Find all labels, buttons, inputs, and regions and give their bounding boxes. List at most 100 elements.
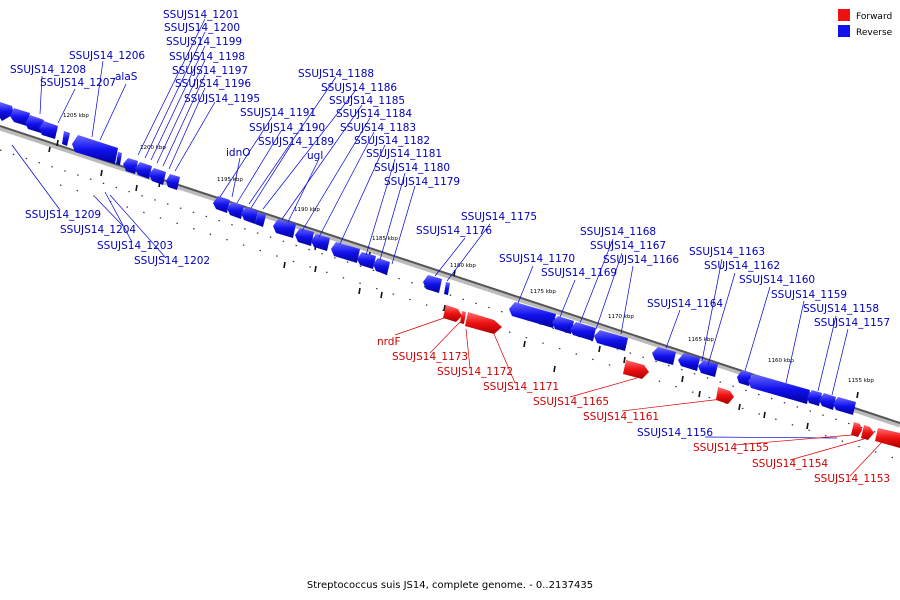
gene-label: SSUJS14_1186 [321, 82, 397, 94]
gene-label: SSUJS14_1206 [69, 50, 145, 62]
gene-arrow [123, 158, 138, 174]
gene-label: SSUJS14_1157 [814, 317, 890, 329]
gene-arrow [311, 234, 330, 251]
gene-arrow [748, 374, 810, 404]
gene-label: SSUJS14_1159 [771, 289, 847, 301]
guide-line-upper [0, 149, 900, 441]
gene-label: SSUJS14_1181 [366, 148, 442, 160]
gene-label: SSUJS14_1209 [25, 209, 101, 221]
gene-label: SSUJS14_1154 [752, 458, 828, 470]
gene-label: SSUJS14_1198 [169, 51, 245, 63]
kbp-ticks: 1205 kbp 1200 kbp 1195 kbp 1190 kbp 1185… [63, 113, 874, 384]
forward-genes [443, 305, 900, 448]
gene-label: SSUJS14_1200 [164, 22, 240, 34]
gene-label: SSUJS14_1203 [97, 240, 173, 252]
gene-label: SSUJS14_1188 [298, 68, 374, 80]
gene-arrow [861, 425, 874, 440]
gene-arrow [62, 131, 70, 146]
tick-label: 1185 kbp [372, 236, 398, 242]
gene-label: SSUJS14_1202 [134, 255, 210, 267]
gene-label: SSUJS14_1160 [739, 274, 815, 286]
gene-label: SSUJS14_1165 [533, 396, 609, 408]
gene-label: SSUJS14_1166 [603, 254, 679, 266]
gene-label: SSUJS14_1155 [693, 442, 769, 454]
gene-arrow [273, 219, 296, 238]
gene-arrow [423, 275, 442, 293]
gene-label: SSUJS14_1153 [814, 473, 890, 485]
gene-arrow [373, 258, 390, 275]
tick-label: 1190 kbp [294, 207, 320, 213]
gene-label: idnO [226, 147, 251, 159]
legend-swatch-reverse [838, 25, 850, 37]
gene-arrow [465, 312, 502, 334]
gene-label: SSUJS14_1158 [803, 303, 879, 315]
tick-label: 1195 kbp [217, 177, 243, 183]
gene-label: ugl [307, 150, 323, 162]
gene-arrow [149, 168, 166, 185]
gene-label: SSUJS14_1208 [10, 64, 86, 76]
gene-label: SSUJS14_1195 [184, 93, 260, 105]
reverse-labels: SSUJS14_1201 SSUJS14_1200 SSUJS14_1199 S… [10, 9, 890, 439]
forward-labels: nrdF SSUJS14_1173 SSUJS14_1172 SSUJS14_1… [377, 336, 890, 485]
reverse-genes [0, 102, 856, 415]
gene-label: SSUJS14_1169 [541, 267, 617, 279]
gene-arrow [295, 228, 314, 246]
gene-arrow [116, 152, 122, 165]
gene-label: SSUJS14_1171 [483, 381, 559, 393]
gene-label: SSUJS14_1199 [166, 36, 242, 48]
gene-arrow [443, 305, 462, 322]
genome-caption: Streptococcus suis JS14, complete genome… [307, 580, 593, 591]
gene-label: SSUJS14_1163 [689, 246, 765, 258]
tick-label: 1180 kbp [450, 263, 476, 269]
gene-arrow [623, 360, 649, 379]
gene-arrow [72, 135, 118, 164]
gene-arrow [833, 397, 856, 415]
gene-arrow [357, 252, 376, 269]
gene-arrow [851, 422, 862, 437]
gene-arrow [444, 282, 450, 295]
gene-label: SSUJS14_1197 [172, 65, 248, 77]
gene-label: SSUJS14_1168 [580, 226, 656, 238]
tick-label: 1175 kbp [530, 289, 556, 295]
gene-arrow [213, 196, 230, 213]
gene-label: SSUJS14_1161 [583, 411, 659, 423]
gene-label: SSUJS14_1190 [249, 122, 325, 134]
gene-arrow [241, 207, 258, 224]
gene-arrow [509, 302, 556, 328]
gene-arrow [227, 202, 244, 219]
gene-arrow [594, 330, 628, 351]
gene-label: SSUJS14_1184 [336, 108, 412, 120]
tick-label: 1205 kbp [63, 113, 89, 119]
gene-label: SSUJS14_1176 [416, 225, 492, 237]
gene-label: SSUJS14_1164 [647, 298, 723, 310]
gene-arrow [166, 174, 180, 190]
tick-label: 1200 kbp [140, 145, 166, 151]
gene-label: SSUJS14_1207 [40, 77, 116, 89]
gene-label: SSUJS14_1172 [437, 366, 513, 378]
gene-label: alaS [115, 71, 138, 83]
gene-label: SSUJS14_1180 [374, 162, 450, 174]
gene-arrow [0, 102, 14, 121]
gene-label: SSUJS14_1183 [340, 122, 416, 134]
gene-label: SSUJS14_1191 [240, 107, 316, 119]
gene-arrow [255, 212, 266, 227]
gene-arrow [737, 370, 752, 386]
gene-arrow [716, 387, 734, 404]
gene-label: SSUJS14_1173 [392, 351, 468, 363]
gene-arrow [875, 428, 900, 448]
gene-label: SSUJS14_1162 [704, 260, 780, 272]
gene-label: SSUJS14_1201 [163, 9, 239, 21]
gene-arrow [678, 353, 700, 371]
legend: Forward Reverse [838, 9, 893, 38]
gene-arrow [10, 108, 30, 126]
gene-label: SSUJS14_1170 [499, 253, 575, 265]
gene-arrow [807, 390, 822, 406]
gene-label: SSUJS14_1196 [175, 78, 251, 90]
gene-label: SSUJS14_1167 [590, 240, 666, 252]
gene-label: SSUJS14_1179 [384, 176, 460, 188]
tick-label: 1160 kbp [768, 358, 794, 364]
gene-label: SSUJS14_1182 [354, 135, 430, 147]
gene-arrow [819, 393, 836, 410]
